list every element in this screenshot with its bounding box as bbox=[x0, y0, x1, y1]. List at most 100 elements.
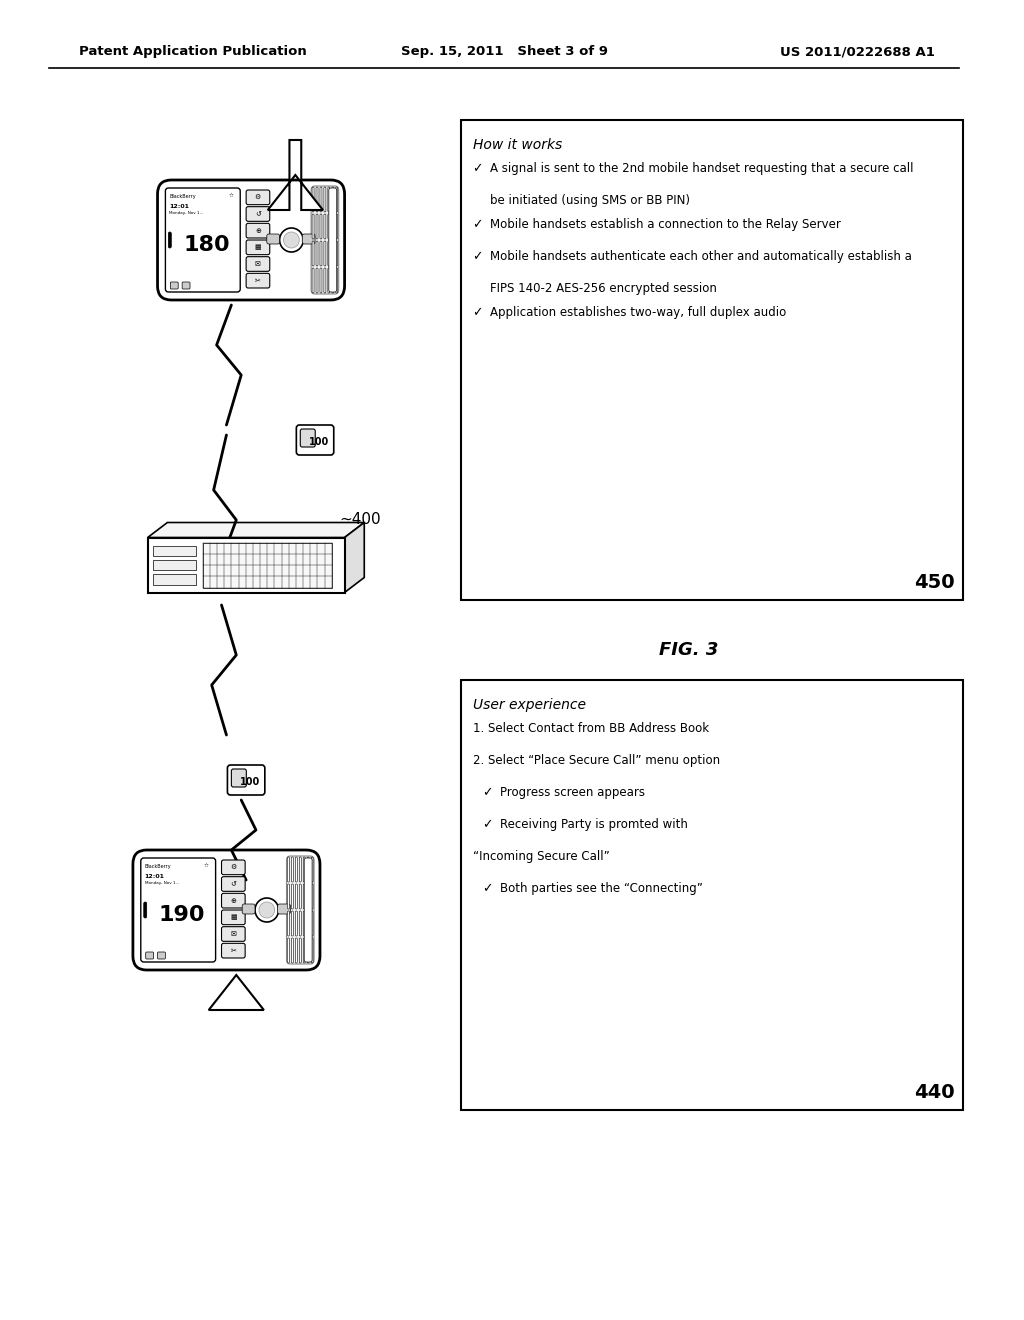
Text: ▦: ▦ bbox=[255, 244, 261, 251]
FancyBboxPatch shape bbox=[288, 911, 290, 936]
FancyBboxPatch shape bbox=[140, 858, 216, 962]
FancyBboxPatch shape bbox=[328, 242, 330, 267]
FancyBboxPatch shape bbox=[324, 268, 326, 293]
Text: 100: 100 bbox=[309, 437, 329, 447]
Text: User experience: User experience bbox=[472, 698, 586, 711]
FancyBboxPatch shape bbox=[153, 545, 196, 556]
FancyBboxPatch shape bbox=[292, 884, 294, 909]
Circle shape bbox=[284, 232, 299, 248]
Text: 12:01: 12:01 bbox=[169, 205, 189, 209]
Text: ✂: ✂ bbox=[255, 277, 261, 284]
Text: Progress screen appears: Progress screen appears bbox=[500, 785, 645, 799]
Text: ⚙: ⚙ bbox=[230, 865, 237, 870]
Text: Mobile handsets establish a connection to the Relay Server: Mobile handsets establish a connection t… bbox=[490, 218, 841, 231]
Circle shape bbox=[255, 898, 279, 921]
FancyBboxPatch shape bbox=[246, 207, 269, 222]
Text: Monday, Nov 1...: Monday, Nov 1... bbox=[169, 211, 204, 215]
FancyBboxPatch shape bbox=[311, 857, 313, 882]
Text: Mobile handsets authenticate each other and automatically establish a: Mobile handsets authenticate each other … bbox=[490, 249, 912, 263]
FancyBboxPatch shape bbox=[307, 884, 309, 909]
FancyBboxPatch shape bbox=[295, 857, 297, 882]
FancyBboxPatch shape bbox=[158, 180, 345, 300]
Text: 12:01: 12:01 bbox=[144, 874, 165, 879]
FancyBboxPatch shape bbox=[292, 911, 294, 936]
Polygon shape bbox=[268, 140, 323, 210]
FancyBboxPatch shape bbox=[312, 242, 314, 267]
FancyBboxPatch shape bbox=[153, 574, 196, 585]
FancyBboxPatch shape bbox=[336, 268, 338, 293]
Text: 190: 190 bbox=[159, 906, 205, 925]
Text: ☆: ☆ bbox=[204, 863, 209, 869]
FancyBboxPatch shape bbox=[311, 186, 339, 294]
FancyBboxPatch shape bbox=[221, 876, 245, 891]
Text: ✂: ✂ bbox=[230, 948, 237, 953]
FancyBboxPatch shape bbox=[299, 939, 301, 964]
FancyBboxPatch shape bbox=[312, 268, 314, 293]
FancyBboxPatch shape bbox=[328, 214, 330, 239]
FancyBboxPatch shape bbox=[324, 187, 326, 213]
Text: ↺: ↺ bbox=[230, 880, 237, 887]
FancyBboxPatch shape bbox=[145, 952, 154, 960]
FancyBboxPatch shape bbox=[332, 268, 334, 293]
FancyBboxPatch shape bbox=[295, 884, 297, 909]
Text: 100: 100 bbox=[240, 777, 260, 787]
Polygon shape bbox=[147, 523, 365, 537]
FancyBboxPatch shape bbox=[246, 190, 269, 205]
FancyBboxPatch shape bbox=[319, 187, 322, 213]
Text: 180: 180 bbox=[183, 235, 229, 255]
FancyBboxPatch shape bbox=[246, 223, 269, 238]
FancyBboxPatch shape bbox=[319, 214, 322, 239]
Text: “Incoming Secure Call”: “Incoming Secure Call” bbox=[472, 850, 609, 863]
FancyBboxPatch shape bbox=[288, 884, 290, 909]
FancyBboxPatch shape bbox=[246, 273, 269, 288]
FancyBboxPatch shape bbox=[292, 939, 294, 964]
Text: ✓: ✓ bbox=[472, 162, 483, 176]
FancyBboxPatch shape bbox=[307, 939, 309, 964]
FancyBboxPatch shape bbox=[316, 242, 318, 267]
FancyBboxPatch shape bbox=[295, 939, 297, 964]
FancyBboxPatch shape bbox=[328, 187, 330, 213]
Text: A signal is sent to the 2nd mobile handset requesting that a secure call: A signal is sent to the 2nd mobile hands… bbox=[490, 162, 913, 176]
FancyBboxPatch shape bbox=[267, 234, 280, 244]
FancyBboxPatch shape bbox=[299, 884, 301, 909]
Polygon shape bbox=[345, 523, 365, 593]
Text: ☆: ☆ bbox=[228, 193, 233, 198]
Text: US 2011/0222688 A1: US 2011/0222688 A1 bbox=[780, 45, 935, 58]
FancyBboxPatch shape bbox=[332, 187, 334, 213]
Text: ✉: ✉ bbox=[230, 931, 237, 937]
FancyBboxPatch shape bbox=[246, 240, 269, 255]
FancyBboxPatch shape bbox=[295, 911, 297, 936]
FancyBboxPatch shape bbox=[303, 911, 305, 936]
FancyBboxPatch shape bbox=[304, 858, 312, 962]
FancyBboxPatch shape bbox=[461, 120, 963, 601]
FancyBboxPatch shape bbox=[303, 857, 305, 882]
Text: ✓: ✓ bbox=[482, 882, 493, 895]
FancyBboxPatch shape bbox=[336, 187, 338, 213]
FancyBboxPatch shape bbox=[203, 543, 332, 587]
Text: ✓: ✓ bbox=[472, 249, 483, 263]
Text: 440: 440 bbox=[914, 1082, 955, 1102]
FancyBboxPatch shape bbox=[133, 850, 319, 970]
FancyBboxPatch shape bbox=[296, 425, 334, 455]
FancyBboxPatch shape bbox=[292, 857, 294, 882]
FancyBboxPatch shape bbox=[336, 242, 338, 267]
Text: be initiated (using SMS or BB PIN): be initiated (using SMS or BB PIN) bbox=[490, 194, 690, 207]
FancyBboxPatch shape bbox=[166, 187, 241, 292]
FancyBboxPatch shape bbox=[312, 214, 314, 239]
FancyBboxPatch shape bbox=[147, 537, 345, 593]
Circle shape bbox=[280, 228, 303, 252]
FancyBboxPatch shape bbox=[143, 902, 146, 917]
FancyBboxPatch shape bbox=[182, 282, 190, 289]
FancyBboxPatch shape bbox=[329, 187, 337, 292]
FancyBboxPatch shape bbox=[231, 770, 247, 787]
FancyBboxPatch shape bbox=[168, 232, 171, 248]
Text: ✓: ✓ bbox=[482, 818, 493, 832]
Text: Sep. 15, 2011   Sheet 3 of 9: Sep. 15, 2011 Sheet 3 of 9 bbox=[400, 45, 607, 58]
FancyBboxPatch shape bbox=[246, 256, 269, 272]
Text: ✓: ✓ bbox=[472, 218, 483, 231]
FancyBboxPatch shape bbox=[287, 855, 314, 964]
FancyBboxPatch shape bbox=[221, 909, 245, 925]
Text: ⚙: ⚙ bbox=[255, 194, 261, 201]
Text: How it works: How it works bbox=[472, 139, 562, 152]
FancyBboxPatch shape bbox=[319, 268, 322, 293]
